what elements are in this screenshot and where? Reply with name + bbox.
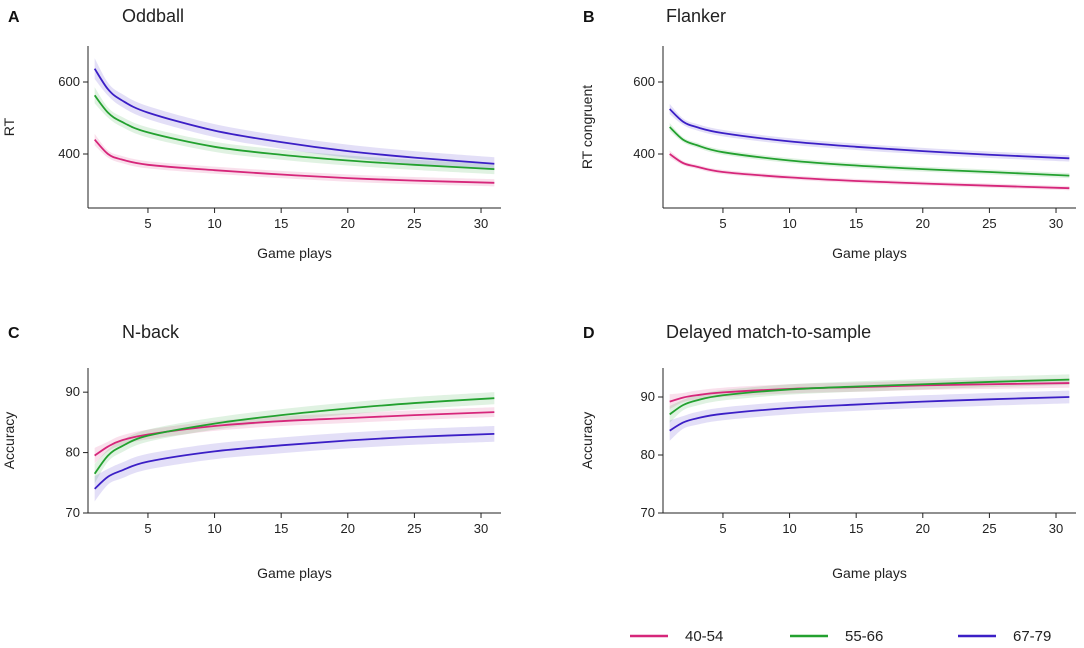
x-axis-label: Game plays — [832, 565, 907, 581]
panel-title: Delayed match-to-sample — [666, 322, 871, 342]
series-line-40-54 — [669, 153, 1070, 190]
y-tick-label: 80 — [641, 447, 655, 462]
y-tick-label: 400 — [58, 146, 80, 161]
x-tick-label: 15 — [849, 521, 863, 536]
y-axis-label: Accuracy — [579, 412, 595, 470]
y-tick-label: 600 — [58, 74, 80, 89]
x-tick-label: 30 — [1049, 521, 1063, 536]
panel-b: B Flanker 5 10 15 20 25 30 400 600 Game plays RT co… — [579, 6, 1076, 261]
x-tick-label: 30 — [1049, 216, 1063, 231]
series-line-40-54 — [93, 138, 495, 184]
y-tick-label: 600 — [633, 74, 655, 89]
series-line-67-79 — [94, 432, 495, 490]
y-axis-label: RT congruent — [579, 85, 595, 169]
legend-label-40-54: 40-54 — [685, 628, 723, 645]
y-tick-label: 80 — [66, 445, 80, 460]
y-tick-label: 70 — [641, 505, 655, 520]
confidence-band-55-66 — [669, 374, 1070, 423]
panel-letter: A — [8, 9, 20, 26]
x-tick-label: 20 — [341, 521, 355, 536]
y-axis-label: Accuracy — [1, 412, 17, 470]
y-tick-label: 400 — [633, 146, 655, 161]
x-tick-label: 10 — [207, 521, 221, 536]
x-axis-label: Game plays — [832, 245, 907, 261]
y-axis-label: RT — [1, 117, 17, 136]
confidence-band-67-79 — [94, 58, 495, 171]
panel-letter: C — [8, 325, 20, 342]
x-tick-label: 5 — [719, 216, 726, 231]
series-line-67-79 — [669, 108, 1070, 160]
panel-title: N-back — [122, 322, 180, 342]
x-tick-label: 20 — [341, 216, 355, 231]
series-line-55-66 — [669, 126, 1070, 177]
x-tick-label: 10 — [782, 216, 796, 231]
series-line-55-66 — [669, 378, 1070, 416]
legend: 40-54 55-66 67-79 — [630, 628, 1051, 645]
x-tick-label: 15 — [274, 521, 288, 536]
x-tick-label: 25 — [982, 216, 996, 231]
y-tick-label: 90 — [641, 389, 655, 404]
panel-c: C N-back 5 10 15 20 25 30 70 80 90 Game plays Accura… — [1, 322, 501, 581]
series-line-55-66 — [93, 94, 495, 171]
y-tick-label: 90 — [66, 384, 80, 399]
x-tick-label: 25 — [982, 521, 996, 536]
panel-title: Flanker — [666, 6, 726, 26]
x-tick-label: 30 — [474, 521, 488, 536]
panel-letter: B — [583, 9, 595, 26]
panel-d: D Delayed match-to-sample 5 10 15 20 25 30 70 80 9… — [579, 322, 1076, 581]
legend-label-55-66: 55-66 — [845, 628, 883, 645]
panel-a: A Oddball 5 10 15 20 25 30 400 600 Game plays RT — [1, 6, 501, 261]
series-line-67-79 — [93, 68, 495, 165]
x-axis-label: Game plays — [257, 245, 332, 261]
x-tick-label: 25 — [407, 521, 421, 536]
x-tick-label: 30 — [474, 216, 488, 231]
x-tick-label: 5 — [719, 521, 726, 536]
x-axis-label: Game plays — [257, 565, 332, 581]
x-tick-label: 10 — [207, 216, 221, 231]
x-tick-label: 20 — [916, 216, 930, 231]
confidence-band-67-79 — [94, 426, 495, 502]
panel-letter: D — [583, 325, 595, 342]
x-tick-label: 10 — [782, 521, 796, 536]
x-tick-label: 15 — [849, 216, 863, 231]
panel-title: Oddball — [122, 6, 184, 26]
confidence-band-67-79 — [669, 390, 1070, 441]
series-line-55-66 — [93, 397, 495, 475]
x-tick-label: 20 — [916, 521, 930, 536]
x-tick-label: 5 — [144, 521, 151, 536]
series-line-40-54 — [94, 411, 495, 457]
x-tick-label: 15 — [274, 216, 288, 231]
series-line-67-79 — [669, 396, 1070, 432]
x-tick-label: 25 — [407, 216, 421, 231]
confidence-band-40-54 — [669, 378, 1070, 410]
x-tick-label: 5 — [144, 216, 151, 231]
y-tick-label: 70 — [66, 505, 80, 520]
legend-label-67-79: 67-79 — [1013, 628, 1051, 645]
